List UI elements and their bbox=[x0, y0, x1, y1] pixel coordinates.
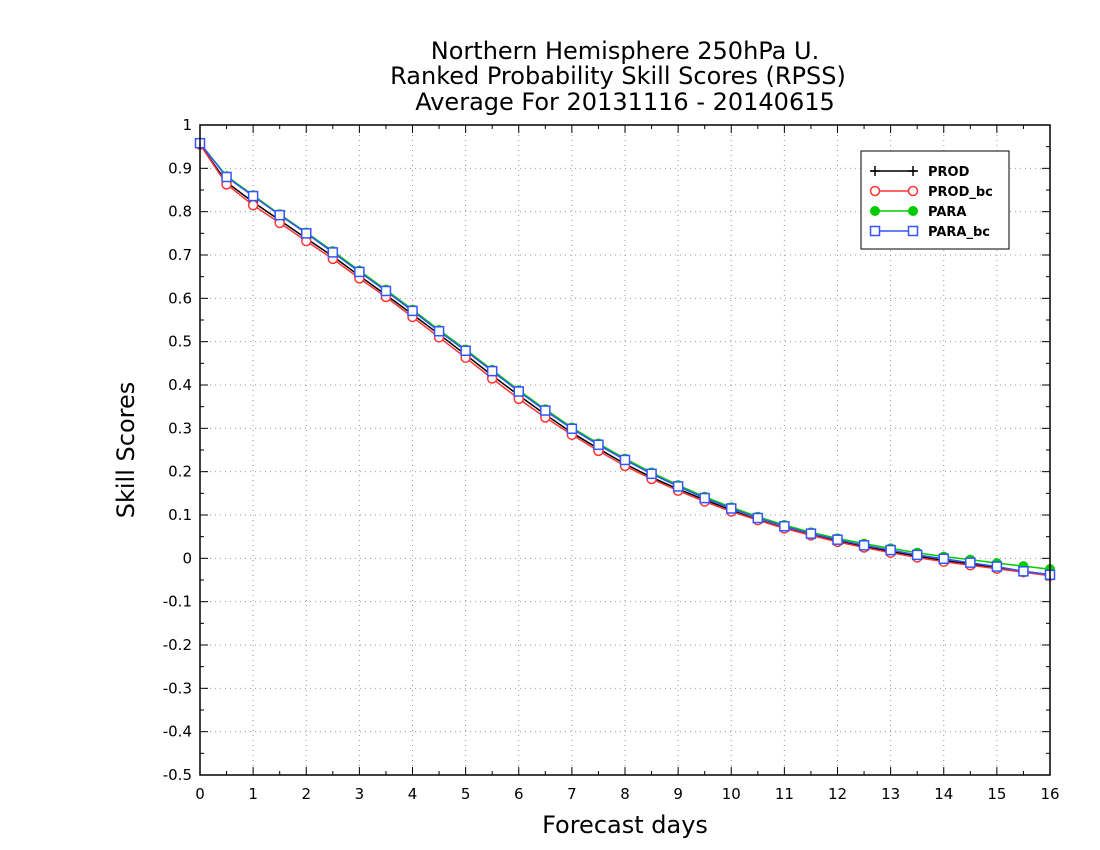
legend-marker bbox=[907, 185, 919, 197]
x-tick-label: 4 bbox=[408, 785, 418, 803]
data-point-para-bc bbox=[832, 534, 843, 545]
y-tick-label: 0.4 bbox=[168, 376, 192, 394]
x-tick-label: 10 bbox=[722, 785, 741, 803]
x-tick-label: 6 bbox=[514, 785, 524, 803]
data-point-para-bc bbox=[991, 561, 1003, 572]
plot-frame bbox=[199, 124, 1051, 776]
x-tick-label: 7 bbox=[567, 785, 577, 803]
x-tick-label: 2 bbox=[301, 785, 311, 803]
x-tick-label: 12 bbox=[828, 785, 847, 803]
data-point-para-bc bbox=[858, 540, 870, 551]
data-point-para-bc bbox=[779, 521, 790, 532]
data-point-para-bc bbox=[726, 503, 737, 514]
data-point-para-bc bbox=[805, 528, 817, 539]
data-point-para-bc bbox=[460, 345, 471, 357]
legend-marker bbox=[870, 206, 880, 216]
legend: PROD PROD_bc PARA PARA_bc bbox=[860, 150, 1010, 250]
y-axis-label: Skill Scores bbox=[112, 382, 140, 519]
legend-marker bbox=[908, 206, 918, 216]
legend-item-para-bc: PARA_bc bbox=[869, 225, 990, 240]
legend-label: PROD bbox=[928, 165, 970, 180]
data-point-prod-bc bbox=[247, 199, 259, 211]
data-point-para-bc bbox=[911, 549, 923, 561]
y-tick-label: -0.3 bbox=[163, 679, 192, 697]
data-point-para-bc bbox=[1018, 566, 1029, 577]
x-tick-label: 5 bbox=[461, 785, 471, 803]
legend-marker bbox=[869, 185, 881, 197]
y-tick-label: 0 bbox=[182, 549, 192, 567]
y-tick-label: 0.7 bbox=[168, 246, 192, 264]
data-point-para-bc bbox=[699, 492, 710, 504]
data-point-para-bc bbox=[433, 326, 445, 337]
chart-title-line-2: Ranked Probability Skill Scores (RPSS) bbox=[390, 62, 846, 90]
legend-item-para: PARA bbox=[870, 205, 966, 220]
x-tick-label: 9 bbox=[673, 785, 683, 803]
data-point-para-bc bbox=[301, 228, 312, 239]
chart-title-line-1: Northern Hemisphere 250hPa U. bbox=[431, 37, 819, 65]
x-tick-label: 16 bbox=[1040, 785, 1059, 803]
x-tick-label: 3 bbox=[355, 785, 365, 803]
data-point-para-bc bbox=[221, 171, 232, 183]
data-point-para-bc bbox=[274, 209, 285, 221]
legend-marker bbox=[908, 166, 918, 176]
data-point-para-bc bbox=[672, 481, 684, 492]
x-tick-label: 8 bbox=[620, 785, 630, 803]
legend-item-prod-bc: PROD_bc bbox=[869, 185, 993, 200]
x-tick-label: 14 bbox=[934, 785, 953, 803]
y-tick-label: 0.6 bbox=[168, 289, 192, 307]
legend-label: PARA_bc bbox=[928, 225, 990, 240]
legend-label: PROD_bc bbox=[928, 185, 993, 200]
legend-box bbox=[860, 150, 1010, 250]
legend-marker bbox=[907, 225, 919, 237]
data-point-para-bc bbox=[486, 365, 498, 377]
data-point-para-bc bbox=[380, 285, 392, 297]
legend-marker bbox=[870, 166, 880, 176]
data-point-para-bc bbox=[407, 305, 418, 317]
y-tick-label: -0.2 bbox=[163, 636, 192, 654]
legend-marker bbox=[869, 225, 881, 237]
data-point-para-bc bbox=[327, 247, 339, 258]
data-point-para-bc bbox=[513, 386, 524, 397]
y-tick-label: 0.2 bbox=[168, 463, 192, 481]
x-axis-label: Forecast days bbox=[542, 811, 708, 839]
chart-title: Northern Hemisphere 250hPa U. Ranked Pro… bbox=[390, 37, 846, 116]
y-tick-label: 0.5 bbox=[168, 333, 192, 351]
legend-item-prod: PROD bbox=[870, 165, 970, 180]
y-tick-label: 0.1 bbox=[168, 506, 192, 524]
axes: 0 1 2 3 4 5 6 7 8 9 10 11 12 13 14 15 16-0.5-0.4-0.3-0.2… bbox=[163, 116, 1060, 803]
x-tick-label: 13 bbox=[881, 785, 900, 803]
data-point-para-bc bbox=[885, 544, 896, 556]
y-tick-label: 0.9 bbox=[168, 159, 192, 177]
data-point-para-bc bbox=[566, 423, 578, 435]
x-tick-label: 1 bbox=[248, 785, 258, 803]
data-point-para-bc bbox=[646, 468, 657, 480]
series-layer bbox=[194, 137, 1056, 581]
x-tick-label: 11 bbox=[775, 785, 794, 803]
data-point-para-bc bbox=[938, 553, 949, 565]
data-point-para-bc bbox=[354, 266, 365, 278]
gridlines bbox=[200, 125, 1050, 775]
y-tick-label: 1 bbox=[182, 116, 192, 134]
data-point-para-bc bbox=[247, 190, 259, 202]
data-point-para-bc bbox=[965, 557, 976, 568]
data-point-para-bc bbox=[752, 512, 764, 524]
data-point-para-bc bbox=[540, 405, 551, 416]
y-tick-label: -0.5 bbox=[163, 766, 192, 784]
legend-label: PARA bbox=[928, 205, 966, 220]
chart-title-line-3: Average For 20131116 - 20140615 bbox=[415, 88, 835, 116]
x-tick-label: 15 bbox=[987, 785, 1006, 803]
data-point-para-bc bbox=[619, 454, 631, 466]
data-point-para-bc bbox=[593, 439, 604, 451]
y-tick-label: 0.3 bbox=[168, 419, 192, 437]
y-tick-label: 0.8 bbox=[168, 203, 192, 221]
x-tick-label: 0 bbox=[195, 785, 205, 803]
y-tick-label: -0.1 bbox=[163, 593, 192, 611]
y-tick-label: -0.4 bbox=[163, 723, 192, 741]
